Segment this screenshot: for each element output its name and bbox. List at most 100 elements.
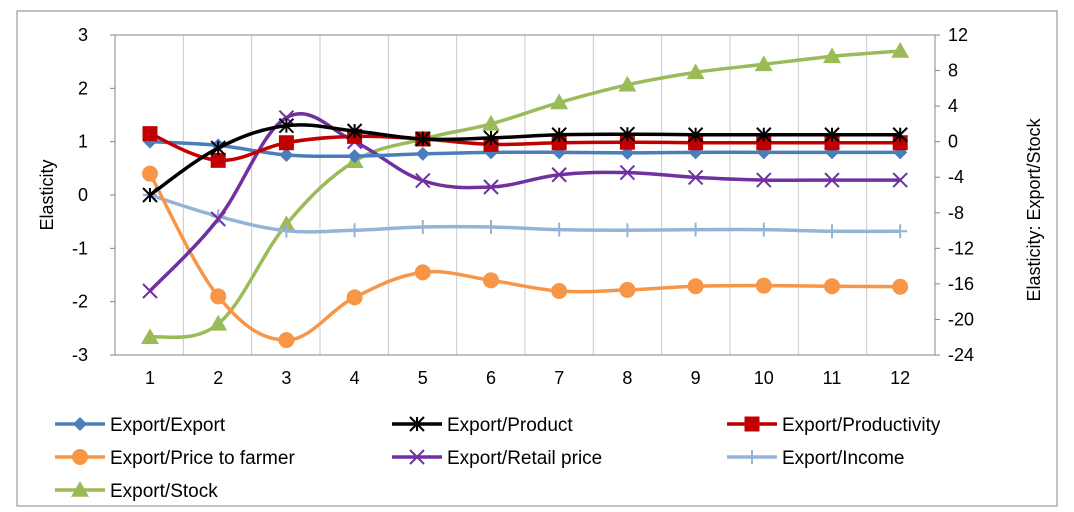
y-tick-label: 3 [78, 25, 88, 45]
data-point [483, 130, 499, 146]
data-point [892, 278, 909, 295]
data-point [210, 152, 226, 168]
data-point [482, 114, 500, 131]
data-point [756, 127, 772, 143]
data-point [142, 126, 158, 142]
data-point [210, 140, 226, 156]
gridlines [114, 35, 936, 355]
x-tick-label: 6 [486, 368, 496, 388]
data-point [893, 224, 908, 239]
x-tick-label: 7 [554, 368, 564, 388]
legend-item: Export/Export [55, 415, 226, 436]
data-point [415, 220, 430, 234]
data-point [892, 127, 908, 143]
data-point [825, 224, 839, 239]
data-point [278, 117, 295, 134]
data-point [619, 281, 636, 298]
data-point [551, 283, 568, 299]
legend-item: Export/Product [392, 415, 573, 436]
y-axis-title: Elasticity [37, 159, 57, 230]
data-point [279, 148, 294, 162]
legend-marker [409, 449, 425, 465]
x-tick-label: 4 [350, 368, 360, 388]
series-line [149, 123, 901, 197]
data-point [142, 283, 158, 299]
data-point [209, 314, 228, 331]
data-point [892, 172, 908, 188]
legend-marker [409, 416, 425, 432]
y2-tick-label: -8 [948, 203, 964, 223]
y2-axis-title: Elasticity: Export/Stock [1024, 117, 1044, 301]
legend-item: Export/Stock [55, 481, 218, 502]
data-point [551, 127, 567, 143]
data-point [686, 63, 705, 80]
x-tick-label: 3 [281, 368, 291, 388]
x-tick-label: 1 [145, 368, 155, 388]
data-point [483, 272, 499, 289]
data-point [824, 278, 840, 295]
y2-tick-label: -4 [948, 167, 964, 187]
legend-label: Export/Price to farmer [110, 448, 295, 469]
legend-item: Export/Price to farmer [55, 448, 295, 469]
data-point [210, 288, 227, 305]
legend-marker [71, 481, 89, 497]
data-point [688, 222, 703, 237]
data-point [278, 135, 294, 151]
legend-label: Export/Retail price [447, 448, 602, 469]
data-point [414, 264, 431, 281]
legend-marker [73, 417, 87, 431]
x-tick-label: 5 [418, 368, 428, 388]
data-point [415, 146, 430, 161]
y2-tick-label: 8 [948, 61, 958, 81]
data-point [756, 172, 772, 188]
chart-border [16, 10, 1058, 507]
data-point [347, 149, 362, 164]
data-point [823, 47, 841, 64]
y-tick-label: 2 [78, 78, 88, 98]
y2-tick-label: 4 [948, 96, 958, 116]
x-tick-label: 8 [622, 368, 632, 388]
y-tick-label: -2 [72, 292, 88, 312]
data-point [619, 126, 636, 142]
legend-label: Export/Income [782, 448, 905, 469]
data-point [346, 289, 363, 306]
y-tick-label: -1 [72, 238, 88, 258]
data-point [550, 93, 569, 110]
data-point [210, 211, 226, 227]
y2-tick-label: -12 [948, 238, 974, 258]
data-point [824, 127, 840, 143]
data-point [142, 187, 158, 203]
legend-label: Export/Stock [110, 481, 218, 502]
legend-label: Export/Export [110, 415, 226, 436]
data-point [347, 223, 362, 238]
legend-marker [72, 449, 88, 465]
legend-item: Export/Productivity [727, 415, 941, 436]
y2-tick-label: -24 [948, 345, 974, 365]
x-tick-label: 12 [890, 368, 910, 388]
data-point [552, 222, 567, 237]
data-point [618, 75, 637, 92]
x-tick-label: 10 [754, 368, 774, 388]
legend-label: Export/Productivity [782, 415, 941, 436]
data-point [687, 127, 704, 143]
y2-tick-label: -16 [948, 274, 974, 294]
x-tick-label: 11 [823, 368, 842, 388]
legend-marker [745, 450, 759, 464]
legend-item: Export/Retail price [392, 448, 602, 469]
data-point [551, 167, 567, 183]
data-point [619, 164, 636, 181]
data-point [142, 165, 158, 182]
data-point [415, 172, 431, 189]
data-point [279, 223, 294, 238]
series-export-retail-price [142, 109, 908, 299]
y2-tick-label: 0 [948, 132, 958, 152]
data-point [755, 277, 772, 294]
data-point [277, 215, 296, 232]
y2-tick-label: 12 [948, 25, 968, 45]
data-point [687, 278, 704, 295]
legend-label: Export/Product [447, 415, 573, 436]
data-point [141, 328, 159, 344]
x-tick-label: 2 [213, 368, 223, 388]
